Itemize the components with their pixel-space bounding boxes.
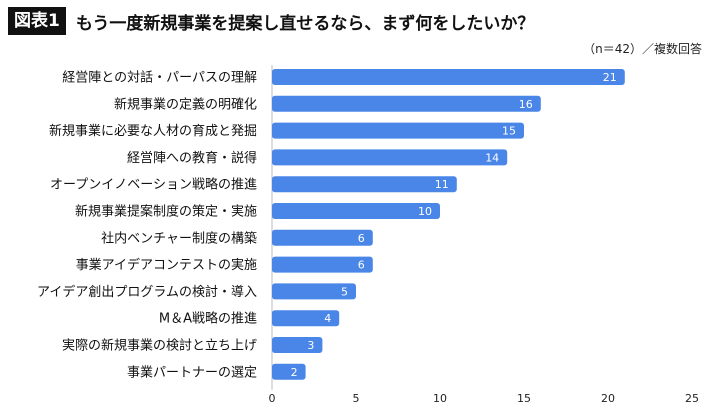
bar [272, 256, 373, 273]
x-tick-label: 15 [517, 392, 531, 405]
data-label: 16 [519, 98, 533, 111]
bar [272, 122, 524, 139]
category-label: 事業アイデアコンテストの実施 [76, 257, 257, 273]
bar [272, 95, 541, 112]
category-label: 新規事業に必要な人材の育成と発掘 [49, 123, 257, 139]
data-label: 2 [291, 366, 298, 379]
category-label: 実際の新規事業の検討と立ち上げ [62, 338, 257, 354]
bar [272, 69, 625, 85]
x-tick-label: 5 [353, 392, 360, 405]
x-tick-label: 20 [601, 392, 615, 405]
x-tick-label: 0 [269, 392, 276, 405]
data-label: 15 [502, 125, 516, 138]
data-label: 6 [358, 232, 365, 245]
figure-badge: 図表1 [8, 7, 66, 35]
category-label: アイデア創出プログラムの検討・導入 [37, 284, 257, 300]
bar [272, 310, 340, 327]
category-label: M＆A戦略の推進 [159, 311, 257, 327]
x-tick-label: 25 [685, 392, 699, 405]
category-label: 経営陣への教育・説得 [127, 150, 257, 166]
chart-title: もう一度新規事業を提案し直せるなら、まず何をしたいか？ [75, 13, 535, 34]
chart-header: 図表1 もう一度新規事業を提案し直せるなら、まず何をしたいか？ [8, 7, 534, 35]
data-label: 6 [358, 259, 365, 272]
data-label: 11 [435, 178, 449, 191]
bar [272, 176, 457, 193]
data-label: 3 [307, 339, 314, 352]
bar [272, 149, 508, 166]
data-label: 4 [324, 312, 331, 325]
category-label: 経営陣との対話・パーパスの理解 [62, 70, 257, 86]
category-label: オープンイノベーション戦略の推進 [50, 177, 257, 193]
data-label: 21 [603, 71, 617, 84]
bar [272, 363, 306, 380]
data-label: 10 [418, 205, 432, 218]
category-label: 新規事業の定義の明確化 [114, 96, 257, 112]
bar [272, 203, 440, 219]
sample-note: （n＝42）／複数回答 [583, 42, 702, 56]
x-tick-label: 10 [433, 392, 447, 405]
bar [272, 337, 323, 353]
bar [272, 283, 356, 300]
data-label: 5 [341, 285, 348, 298]
category-label: 新規事業提案制度の策定・実施 [75, 204, 257, 220]
category-label: 事業パートナーの選定 [127, 364, 257, 380]
category-label: 社内ベンチャー制度の構築 [101, 230, 257, 246]
data-label: 14 [485, 151, 499, 164]
bar [272, 229, 373, 246]
